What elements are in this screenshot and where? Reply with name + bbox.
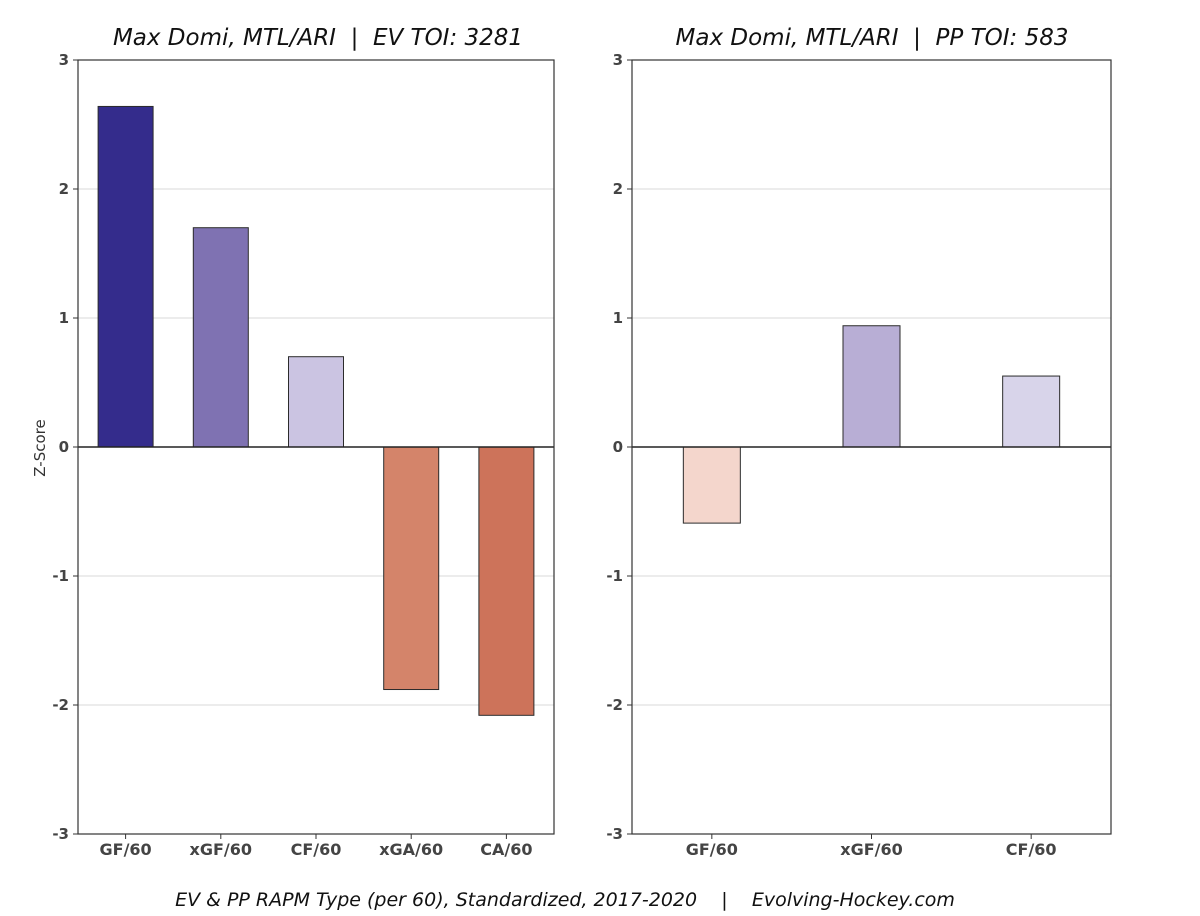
- figure-footer: EV & PP RAPM Type (per 60), Standardized…: [175, 889, 955, 911]
- right-chart-title: Max Domi, MTL/ARI | PP TOI: 583: [676, 25, 1069, 51]
- left-y-tick-label: -1: [52, 567, 69, 585]
- left-chart-panel: 3 2 1 0 -1 -2 -3 GF/60 xGF/60 CF/60 xGA/60 CA/60: [52, 51, 555, 859]
- right-bar-cf-60: [1002, 375, 1061, 448]
- right-chart-panel: 3 2 1 0 -1 -2 -3 GF/60 xGF/60 CF/60: [606, 51, 1112, 859]
- left-y-axis-label: Z-Score: [31, 419, 49, 476]
- left-bar-xgf-60: [192, 227, 249, 448]
- right-x-tick-label: xGF/60: [840, 840, 903, 859]
- left-y-tick-label: 2: [59, 180, 69, 198]
- right-y-tick-label: 1: [613, 309, 623, 327]
- right-x-tick-label: CF/60: [1006, 840, 1057, 859]
- left-y-tick-label: 3: [59, 51, 69, 69]
- right-y-tick-label: -3: [606, 825, 623, 843]
- left-bar-gf-60: [97, 105, 154, 448]
- left-x-tick-label: xGA/60: [379, 840, 443, 859]
- right-y-tick-label: 0: [613, 438, 623, 456]
- right-y-tick-label: 3: [613, 51, 623, 69]
- left-bar-xga-60: [383, 446, 440, 691]
- left-y-tick-label: 0: [59, 438, 69, 456]
- right-y-tick-label: -2: [606, 696, 623, 714]
- left-x-tick-label: CF/60: [291, 840, 342, 859]
- left-y-tick-label: -2: [52, 696, 69, 714]
- left-plot-frame: [77, 59, 555, 835]
- left-x-tick-label: xGF/60: [190, 840, 253, 859]
- right-x-tick-label: GF/60: [686, 840, 738, 859]
- left-bar-ca-60: [478, 446, 535, 716]
- right-y-tick-label: -1: [606, 567, 623, 585]
- left-bar-cf-60: [288, 356, 344, 448]
- left-x-tick-label: CA/60: [480, 840, 532, 859]
- right-bar-gf-60: [682, 446, 741, 524]
- left-y-tick-label: -3: [52, 825, 69, 843]
- right-bar-xgf-60: [842, 325, 901, 448]
- left-x-tick-label: GF/60: [100, 840, 152, 859]
- left-y-tick-label: 1: [59, 309, 69, 327]
- right-plot-frame: [631, 59, 1112, 835]
- left-chart-title: Max Domi, MTL/ARI | EV TOI: 3281: [113, 25, 523, 51]
- right-y-tick-label: 2: [613, 180, 623, 198]
